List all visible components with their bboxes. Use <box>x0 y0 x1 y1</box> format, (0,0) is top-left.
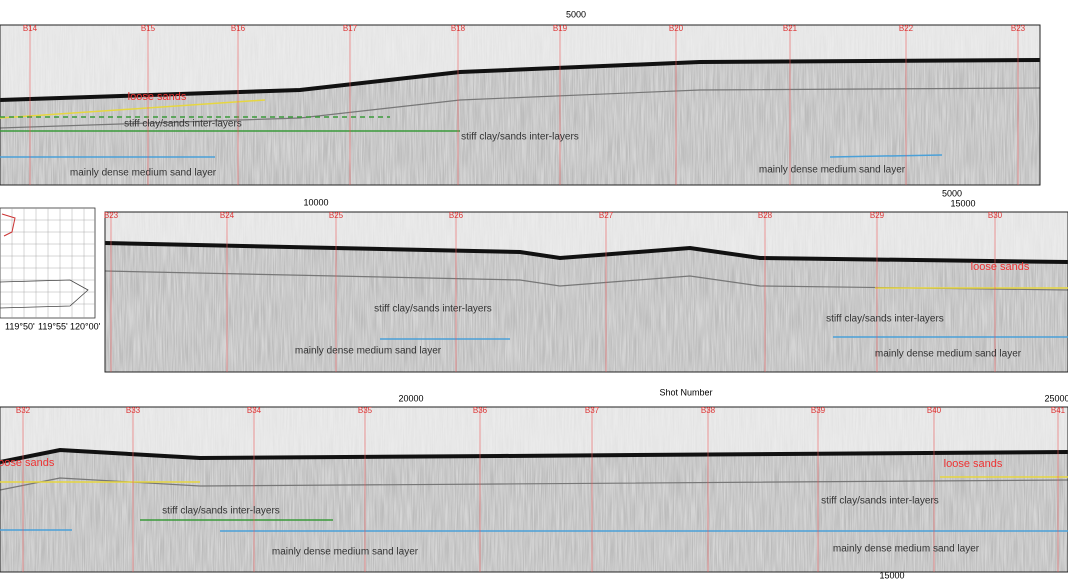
borehole-label: B23 <box>104 211 119 220</box>
panel-frame <box>0 406 1068 573</box>
borehole-label: B24 <box>220 211 235 220</box>
seismic-panel: B14 B15 B16 B17 B18 B19 B20 B21 B22 B23 loose sand… <box>0 24 1041 186</box>
layer-boundary <box>0 99 266 119</box>
layer-annotation: stiff clay/sands inter-layers <box>826 314 944 325</box>
layer-annotation: loose sands <box>971 261 1030 273</box>
borehole-label: B34 <box>247 406 262 415</box>
borehole-label: B22 <box>899 24 914 33</box>
axis-label: 20000 <box>398 393 423 403</box>
seismic-panel: B32 B33 B34 B35 B36 B37 B38 B39 B40 B41 loose sand… <box>0 406 1068 573</box>
borehole-label: B37 <box>585 406 600 415</box>
borehole-label: B17 <box>343 24 358 33</box>
borehole-label: B33 <box>126 406 141 415</box>
borehole-label: B18 <box>451 24 466 33</box>
borehole-label: B15 <box>141 24 156 33</box>
layer-annotation: stiff clay/sands inter-layers <box>821 496 939 507</box>
borehole-label: B32 <box>16 406 31 415</box>
seabed-reflector <box>104 241 1068 264</box>
layer-annotation: stiff clay/sands inter-layers <box>461 132 579 143</box>
borehole-label: B21 <box>783 24 798 33</box>
layer-annotation: stiff clay/sands inter-layers <box>374 304 492 315</box>
borehole-label: B20 <box>669 24 684 33</box>
water-column <box>0 407 1068 462</box>
layer-annotation: loose sands <box>128 91 187 103</box>
axis-label: 25000 <box>1044 393 1068 403</box>
layer-annotation: stiff clay/sands inter-layers <box>162 506 280 517</box>
borehole-label: B28 <box>758 211 773 220</box>
layer-annotation: loose sands <box>944 458 1003 470</box>
layer-annotation: mainly dense medium sand layer <box>875 349 1022 360</box>
borehole-label: B41 <box>1051 406 1066 415</box>
layer-annotation: mainly dense medium sand layer <box>272 547 419 558</box>
axis-title: Shot Number <box>659 387 712 397</box>
borehole-label: B38 <box>701 406 716 415</box>
borehole-label: B39 <box>811 406 826 415</box>
borehole-label: B27 <box>599 211 614 220</box>
axis-label: 5000 <box>566 9 586 19</box>
panel-frame <box>104 211 1068 373</box>
layer-annotation: mainly dense medium sand layer <box>833 544 980 555</box>
seismic-panel: B23 B24 B25 B26 B27 B28 B29 B30 loose sands stiff… <box>104 211 1068 373</box>
borehole-label: B35 <box>358 406 373 415</box>
borehole-label: B23 <box>1011 24 1026 33</box>
layer-annotation: mainly dense medium sand layer <box>759 165 906 176</box>
borehole-label: B40 <box>927 406 942 415</box>
axis-label: 15000 <box>950 198 975 208</box>
subbottom-reflector <box>0 87 1041 129</box>
borehole-label: B30 <box>988 211 1003 220</box>
seabed-reflector <box>0 58 1041 102</box>
layer-annotation: mainly dense medium sand layer <box>70 168 217 179</box>
borehole-label: B29 <box>870 211 885 220</box>
seabed-reflector <box>0 447 1068 464</box>
borehole-label: B14 <box>23 24 38 33</box>
water-column <box>105 212 1068 262</box>
location-map <box>0 207 96 319</box>
map-lon: 119°55' <box>38 321 68 331</box>
axis-label: 15000 <box>879 570 904 580</box>
panel-frame <box>0 24 1041 186</box>
borehole-label: B16 <box>231 24 246 33</box>
axis-label: 5000 <box>942 188 962 198</box>
layer-annotation: stiff clay/sands inter-layers <box>124 119 242 130</box>
borehole-label: B36 <box>473 406 488 415</box>
subbottom-reflector <box>104 270 1068 291</box>
borehole-label: B26 <box>449 211 464 220</box>
layer-annotation: mainly dense medium sand layer <box>295 346 442 357</box>
layer-boundary <box>829 154 943 158</box>
water-column <box>0 25 1040 100</box>
map-lon: 120°00' <box>70 321 101 331</box>
axis-label: 10000 <box>303 197 328 207</box>
map-lon: 119°50' <box>5 321 35 331</box>
borehole-label: B25 <box>329 211 344 220</box>
borehole-label: B19 <box>553 24 568 33</box>
layer-annotation: loose sands <box>0 457 55 469</box>
